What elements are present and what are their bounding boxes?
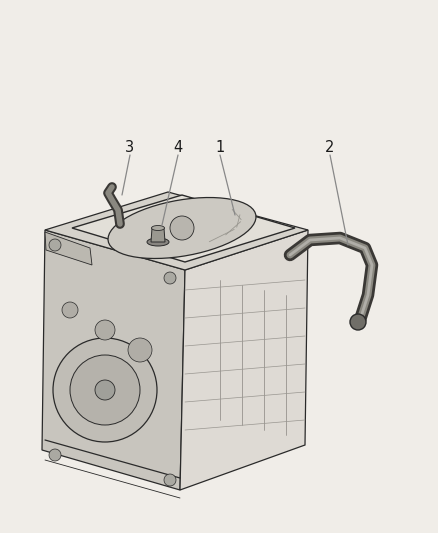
Polygon shape xyxy=(180,230,308,490)
Polygon shape xyxy=(45,232,92,265)
Circle shape xyxy=(95,320,115,340)
Text: 3: 3 xyxy=(125,141,134,156)
Ellipse shape xyxy=(147,238,169,246)
Circle shape xyxy=(95,380,115,400)
Circle shape xyxy=(62,302,78,318)
Circle shape xyxy=(53,338,157,442)
Circle shape xyxy=(170,216,194,240)
Text: 1: 1 xyxy=(215,141,225,156)
Text: 2: 2 xyxy=(325,141,335,156)
Polygon shape xyxy=(42,230,185,490)
Circle shape xyxy=(70,355,140,425)
Circle shape xyxy=(128,338,152,362)
Circle shape xyxy=(49,239,61,251)
Polygon shape xyxy=(108,198,256,259)
Ellipse shape xyxy=(152,225,165,230)
Circle shape xyxy=(350,314,366,330)
Circle shape xyxy=(49,449,61,461)
Polygon shape xyxy=(72,195,295,262)
Polygon shape xyxy=(151,228,165,242)
Text: 4: 4 xyxy=(173,141,183,156)
Polygon shape xyxy=(45,192,308,270)
Circle shape xyxy=(164,474,176,486)
Circle shape xyxy=(164,272,176,284)
